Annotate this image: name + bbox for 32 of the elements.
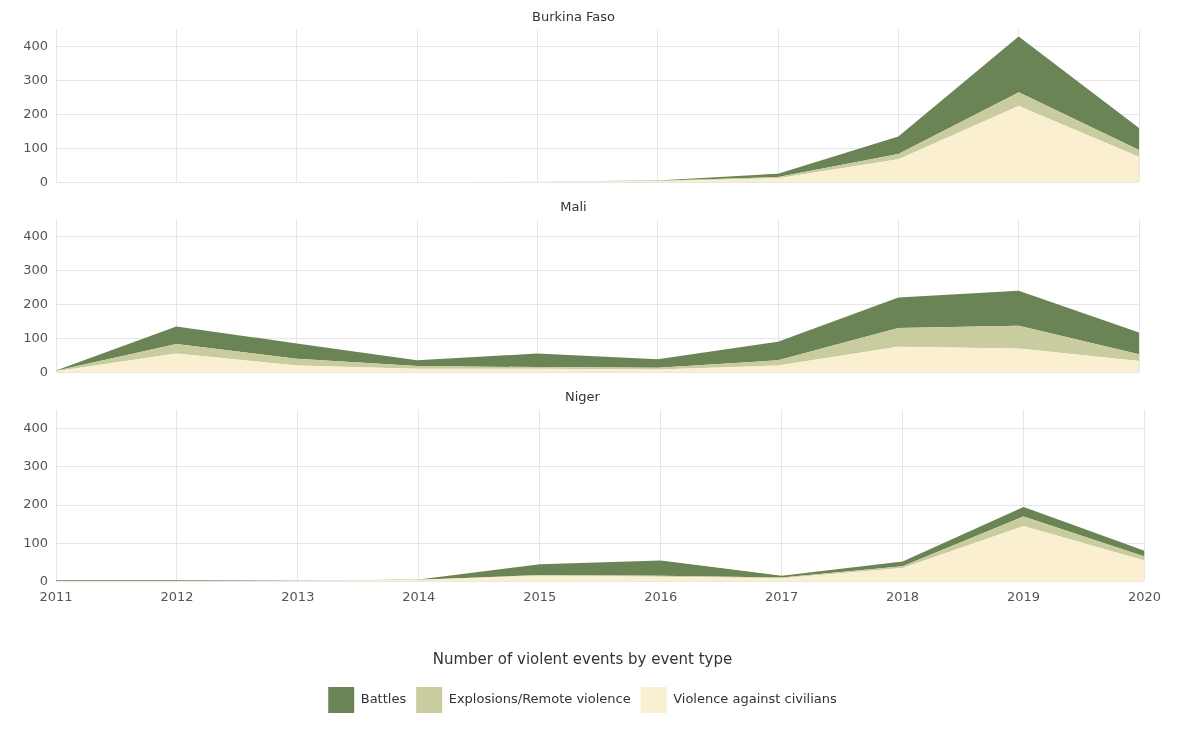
x-tick-label: 2012 <box>160 588 194 604</box>
y-tick-label: 100 <box>23 534 48 550</box>
y-tick-label: 200 <box>23 295 48 311</box>
y-tick-label: 0 <box>39 173 48 189</box>
legend-label: Explosions/Remote violence <box>448 691 631 707</box>
y-tick-label: 300 <box>23 458 48 474</box>
y-tick-label: 0 <box>39 363 48 379</box>
chart-title: Mali <box>560 199 587 215</box>
y-tick-label: 100 <box>23 329 48 345</box>
legend-label: Battles <box>360 691 407 707</box>
y-tick-label: 400 <box>23 227 48 243</box>
x-tick-label: 2020 <box>1127 588 1161 604</box>
chart-title: Niger <box>565 389 601 405</box>
y-tick-label: 100 <box>23 139 48 155</box>
y-tick-label: 200 <box>23 496 48 512</box>
x-tick-label: 2018 <box>886 588 920 604</box>
y-tick-label: 0 <box>39 572 48 588</box>
x-tick-label: 2015 <box>523 588 557 604</box>
legend-label: Violence against civilians <box>673 691 838 707</box>
x-tick-label: 2013 <box>281 588 315 604</box>
x-tick-label: 2017 <box>765 588 799 604</box>
x-tick-label: 2014 <box>402 588 436 604</box>
y-tick-label: 200 <box>23 105 48 121</box>
x-tick-label: 2019 <box>1006 588 1041 604</box>
legend-title: Number of violent events by event type <box>432 650 733 669</box>
chart-title: Burkina Faso <box>532 9 616 25</box>
y-tick-label: 300 <box>23 261 48 277</box>
x-tick-label: 2016 <box>644 588 678 604</box>
x-tick-label: 2011 <box>39 588 73 604</box>
y-tick-label: 300 <box>23 71 48 87</box>
y-tick-label: 400 <box>23 37 48 53</box>
y-tick-label: 400 <box>23 420 48 436</box>
